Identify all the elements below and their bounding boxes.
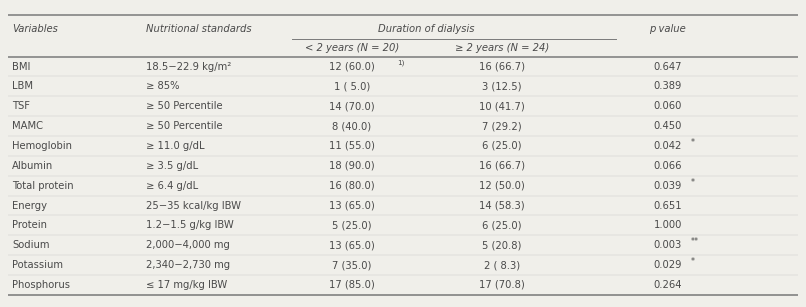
- Text: 16 (80.0): 16 (80.0): [329, 181, 375, 191]
- Text: ≤ 17 mg/kg IBW: ≤ 17 mg/kg IBW: [147, 280, 227, 290]
- Text: 6 (25.0): 6 (25.0): [482, 220, 521, 231]
- Text: 0.651: 0.651: [654, 200, 682, 211]
- Text: **: **: [691, 237, 699, 246]
- Text: Variables: Variables: [12, 24, 58, 34]
- Text: 0.264: 0.264: [654, 280, 682, 290]
- Text: Duration of dialysis: Duration of dialysis: [379, 24, 475, 34]
- Text: Albumin: Albumin: [12, 161, 53, 171]
- Text: 1 ( 5.0): 1 ( 5.0): [334, 81, 370, 91]
- Text: ≥ 3.5 g/dL: ≥ 3.5 g/dL: [147, 161, 198, 171]
- Text: 8 (40.0): 8 (40.0): [332, 121, 372, 131]
- Text: 0.003: 0.003: [654, 240, 682, 250]
- Text: LBM: LBM: [12, 81, 33, 91]
- Text: 25−35 kcal/kg IBW: 25−35 kcal/kg IBW: [147, 200, 241, 211]
- Text: 13 (65.0): 13 (65.0): [329, 200, 375, 211]
- Text: Hemoglobin: Hemoglobin: [12, 141, 72, 151]
- Text: 1.2−1.5 g/kg IBW: 1.2−1.5 g/kg IBW: [147, 220, 234, 231]
- Text: *: *: [691, 138, 695, 147]
- Text: 18.5−22.9 kg/m²: 18.5−22.9 kg/m²: [147, 61, 231, 72]
- Text: ≥ 6.4 g/dL: ≥ 6.4 g/dL: [147, 181, 198, 191]
- Text: 0.066: 0.066: [654, 161, 682, 171]
- Text: 0.389: 0.389: [654, 81, 682, 91]
- Text: 0.039: 0.039: [654, 181, 682, 191]
- Text: 14 (70.0): 14 (70.0): [329, 101, 375, 111]
- Text: 0.647: 0.647: [654, 61, 682, 72]
- Text: Nutritional standards: Nutritional standards: [147, 24, 252, 34]
- Text: 16 (66.7): 16 (66.7): [479, 61, 525, 72]
- Text: 2 ( 8.3): 2 ( 8.3): [484, 260, 520, 270]
- Text: 0.450: 0.450: [654, 121, 682, 131]
- Text: ≥ 50 Percentile: ≥ 50 Percentile: [147, 101, 223, 111]
- Text: TSF: TSF: [12, 101, 30, 111]
- Text: ≥ 11.0 g/dL: ≥ 11.0 g/dL: [147, 141, 205, 151]
- Text: Protein: Protein: [12, 220, 47, 231]
- Text: Phosphorus: Phosphorus: [12, 280, 70, 290]
- Text: *: *: [691, 178, 695, 187]
- Text: 1.000: 1.000: [654, 220, 682, 231]
- Text: 2,000−4,000 mg: 2,000−4,000 mg: [147, 240, 231, 250]
- Text: 14 (58.3): 14 (58.3): [479, 200, 525, 211]
- Text: BMI: BMI: [12, 61, 31, 72]
- Text: 10 (41.7): 10 (41.7): [479, 101, 525, 111]
- Text: 6 (25.0): 6 (25.0): [482, 141, 521, 151]
- Text: 7 (29.2): 7 (29.2): [482, 121, 521, 131]
- Text: 12 (50.0): 12 (50.0): [479, 181, 525, 191]
- Text: 18 (90.0): 18 (90.0): [329, 161, 375, 171]
- Text: 5 (25.0): 5 (25.0): [332, 220, 372, 231]
- Text: 16 (66.7): 16 (66.7): [479, 161, 525, 171]
- Text: 0.029: 0.029: [654, 260, 682, 270]
- Text: 12 (60.0): 12 (60.0): [329, 61, 375, 72]
- Text: 0.060: 0.060: [654, 101, 682, 111]
- Text: 17 (85.0): 17 (85.0): [329, 280, 375, 290]
- Text: ≥ 50 Percentile: ≥ 50 Percentile: [147, 121, 223, 131]
- Text: 3 (12.5): 3 (12.5): [482, 81, 521, 91]
- Text: 11 (55.0): 11 (55.0): [329, 141, 375, 151]
- Text: Energy: Energy: [12, 200, 47, 211]
- Text: 13 (65.0): 13 (65.0): [329, 240, 375, 250]
- Text: 7 (35.0): 7 (35.0): [332, 260, 372, 270]
- Text: ≥ 2 years (N = 24): ≥ 2 years (N = 24): [455, 43, 549, 53]
- Text: 17 (70.8): 17 (70.8): [479, 280, 525, 290]
- Text: 2,340−2,730 mg: 2,340−2,730 mg: [147, 260, 231, 270]
- Text: Total protein: Total protein: [12, 181, 73, 191]
- Text: p value: p value: [650, 24, 686, 34]
- Text: MAMC: MAMC: [12, 121, 43, 131]
- Text: < 2 years (N = 20): < 2 years (N = 20): [305, 43, 399, 53]
- Text: Sodium: Sodium: [12, 240, 49, 250]
- Text: ≥ 85%: ≥ 85%: [147, 81, 180, 91]
- Text: Potassium: Potassium: [12, 260, 63, 270]
- Text: 5 (20.8): 5 (20.8): [482, 240, 521, 250]
- Text: 0.042: 0.042: [654, 141, 682, 151]
- Text: *: *: [691, 257, 695, 266]
- Text: 1): 1): [397, 60, 405, 66]
